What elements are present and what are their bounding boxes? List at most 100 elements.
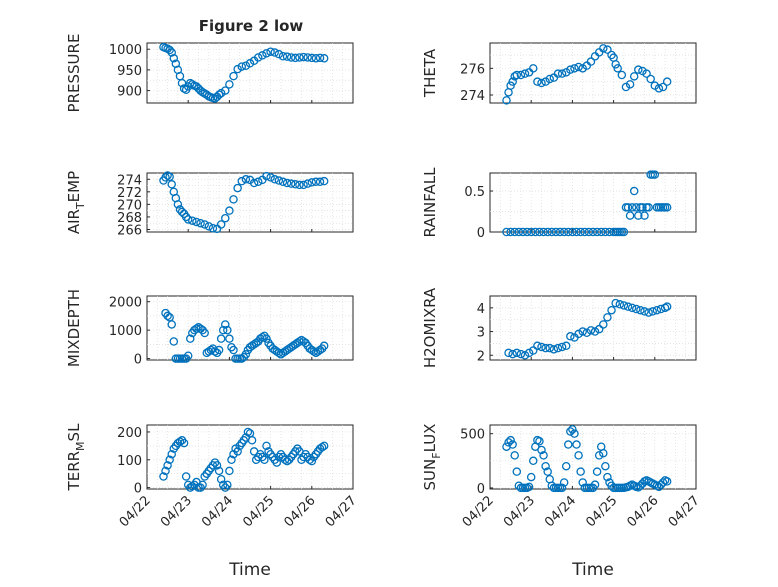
data-point [662,477,672,486]
y-tick-label: 276 [460,62,485,77]
data-point [605,227,614,237]
data-point [169,337,179,346]
data-point [291,53,300,63]
y-tick-label: 268 [117,211,142,226]
data-point [163,311,172,321]
data-point [286,179,296,188]
data-point [311,54,321,63]
data-point [247,436,257,445]
data-point [662,203,672,212]
y-tick-label: 100 [117,454,142,469]
x-tick-label: 04/22 [117,493,154,530]
data-point [535,227,544,237]
data-point [615,300,625,309]
data-point [243,427,253,437]
y-tick-label: 274 [117,173,142,188]
data-point [214,466,224,476]
data-point [295,337,304,346]
data-point [165,455,174,465]
data-point [557,483,567,493]
data-point [547,227,557,237]
data-point [644,203,653,212]
data-point [590,480,600,489]
data-point [582,328,592,337]
data-point [629,72,639,81]
data-point [266,173,275,182]
data-point [658,82,668,92]
data-point [221,320,230,329]
data-point [529,346,538,355]
data-point [603,472,612,482]
data-point [652,305,662,315]
data-point [559,227,569,237]
data-point [225,334,234,343]
y-tick-label: 900 [117,85,142,100]
data-point [518,227,528,237]
data-point [592,227,602,237]
y-tick-label: 0 [477,482,485,497]
data-point [221,213,230,223]
data-point [311,177,321,187]
y-tick-label: 270 [117,198,142,213]
y-tick-label: 266 [117,223,142,238]
data-point [516,70,526,80]
data-point [159,472,168,481]
x-tick-label: 04/24 [199,493,236,530]
data-point [204,222,214,231]
data-point [607,50,616,60]
data-point [553,69,563,78]
data-point [192,324,201,333]
data-point [200,220,209,229]
data-point [506,227,515,237]
data-point [241,61,251,71]
data-point [227,455,236,465]
x-tick-label: 04/25 [240,493,277,530]
data-point [161,173,170,182]
subplot-8: 0 500 04/22 04/23 04/24 04/25 04/26 04/27 SUNFLU… [421,424,703,580]
data-point [303,179,312,188]
data-point [175,437,185,446]
data-point [561,341,571,351]
data-point [309,347,319,356]
y-tick-label: 2000 [109,296,142,311]
data-point [186,334,195,343]
data-point [557,69,567,78]
data-point [169,54,179,63]
data-point [210,347,220,356]
y-tick-label: 200 [117,426,142,441]
y-tick-label: 0 [134,353,142,368]
data-point [181,472,191,481]
data-point [179,438,189,448]
x-tick-label: 04/27 [323,493,360,530]
data-point [218,325,228,335]
data-point [640,307,649,316]
x-tick-label: 04/24 [542,493,579,530]
data-point [588,227,598,237]
data-point [551,227,561,237]
data-point [223,480,232,490]
data-point [177,207,187,217]
data-point [638,203,647,212]
data-point [537,342,546,352]
subplot-4: 0 0.5 RAINFALL [421,167,697,241]
data-point [214,90,224,99]
data-point [253,53,263,62]
data-point [545,74,554,84]
data-point [225,206,234,215]
data-point [212,461,222,470]
data-point [237,176,247,186]
data-point [580,227,590,237]
data-point [270,175,279,184]
data-point [295,180,304,190]
data-point [570,429,579,438]
data-point [282,52,292,61]
data-point [526,472,536,482]
x-tick-label: 04/22 [460,493,497,530]
data-point [241,175,251,184]
data-point [611,298,620,308]
data-point [512,467,522,476]
data-point [504,348,513,358]
data-point [533,77,542,86]
data-point [516,349,526,359]
